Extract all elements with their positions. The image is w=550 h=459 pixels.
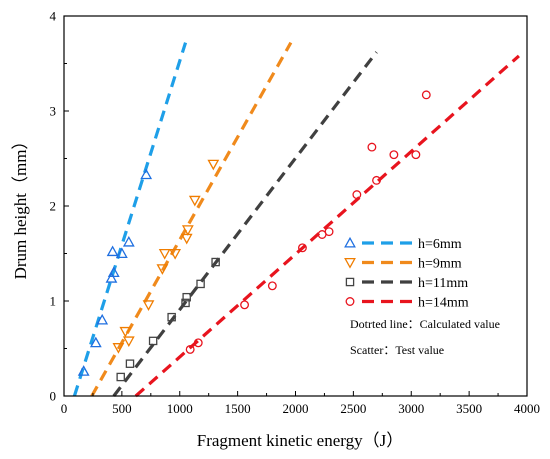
data-point-s2-3 <box>122 336 135 348</box>
data-point-s1-1 <box>77 365 90 376</box>
legend-label-2: h=9mm <box>418 257 462 272</box>
x-tick-label: 1000 <box>167 401 193 416</box>
data-point-s2-8 <box>180 233 193 245</box>
data-point-s3-6 <box>182 292 191 302</box>
data-point-s2-9 <box>181 225 194 236</box>
y-tick-label: 4 <box>50 9 57 24</box>
data-point-s2-5 <box>156 264 169 275</box>
data-point-s2-1 <box>112 343 125 354</box>
data-point-s4-12 <box>411 150 421 160</box>
data-point-s1-3 <box>96 313 109 325</box>
data-point-s3-8 <box>211 257 220 267</box>
axes: 0 500 1000 1500 2000 2500 3000 3500 4000 0 1 2 3 4 <box>50 9 541 417</box>
data-point-s2-2 <box>119 326 132 338</box>
data-point-s4-4 <box>267 281 277 291</box>
data-point-s4-2 <box>193 338 203 348</box>
data-point-s2-11 <box>207 159 220 171</box>
data-point-s1-6 <box>107 266 120 277</box>
data-point-s4-13 <box>421 90 431 100</box>
data-point-s4-9 <box>367 142 377 152</box>
legend-label-4: h=14mm <box>418 296 469 311</box>
y-tick-label: 2 <box>50 199 57 214</box>
x-tick-label: 0 <box>61 401 68 416</box>
x-axis-title: Fragment kinetic energy（J） <box>197 431 403 450</box>
legend-marker-4 <box>345 297 355 306</box>
calculated-line-1 <box>72 42 188 397</box>
data-point-s2-6 <box>158 249 171 260</box>
y-tick-label: 3 <box>50 104 57 119</box>
data-point-s2-4 <box>142 300 155 311</box>
plot-area <box>72 41 520 398</box>
data-point-s1-5 <box>106 245 119 257</box>
annotation-scatter: Scatter：Test value <box>350 343 444 357</box>
calculated-line-3 <box>112 51 378 397</box>
data-point-s4-7 <box>324 227 334 237</box>
x-tick-label: 3500 <box>456 401 482 416</box>
data-point-s1-8 <box>122 235 135 247</box>
y-axis-title: Drum height（mm） <box>11 133 30 280</box>
data-point-s4-1 <box>185 345 195 354</box>
data-point-s1-7 <box>115 247 128 258</box>
data-point-s3-4 <box>167 312 176 322</box>
legend: h=6mm h=9mm h=11mm h=14mm <box>344 236 469 311</box>
calculated-line-4 <box>134 54 520 398</box>
legend-marker-3 <box>345 277 355 287</box>
annotation-dotted-line: Dotrted line：Calculated value <box>350 317 500 331</box>
x-tick-label: 3000 <box>398 401 424 416</box>
legend-marker-2 <box>344 258 356 269</box>
y-tick-label: 1 <box>50 294 57 309</box>
data-point-s2-10 <box>188 195 201 207</box>
legend-marker-1 <box>344 236 356 248</box>
data-point-s2-7 <box>169 249 182 260</box>
data-point-s3-3 <box>148 336 158 346</box>
x-tick-label: 4000 <box>514 401 540 416</box>
x-tick-label: 2500 <box>340 401 366 416</box>
legend-label-3: h=11mm <box>418 276 468 291</box>
data-point-s4-8 <box>352 190 362 200</box>
data-point-s3-1 <box>116 372 125 382</box>
calculated-line-2 <box>90 41 293 397</box>
x-tick-label: 2000 <box>283 401 309 416</box>
data-point-s3-2 <box>125 359 135 368</box>
data-point-s4-11 <box>389 150 399 160</box>
data-point-s4-10 <box>372 175 381 185</box>
x-tick-label: 500 <box>112 401 132 416</box>
data-point-s4-5 <box>297 243 307 253</box>
legend-label-1: h=6mm <box>418 237 462 252</box>
data-point-s3-5 <box>181 298 190 308</box>
data-point-s1-9 <box>140 168 153 180</box>
data-point-s4-3 <box>240 300 250 310</box>
x-tick-label: 1500 <box>225 401 251 416</box>
data-point-s3-7 <box>196 279 205 289</box>
y-tick-label: 0 <box>50 389 57 404</box>
data-point-s1-2 <box>89 336 102 348</box>
data-point-s1-4 <box>105 272 118 283</box>
